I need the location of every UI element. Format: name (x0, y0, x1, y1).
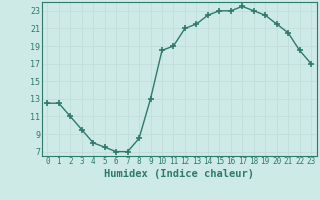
X-axis label: Humidex (Indice chaleur): Humidex (Indice chaleur) (104, 169, 254, 179)
